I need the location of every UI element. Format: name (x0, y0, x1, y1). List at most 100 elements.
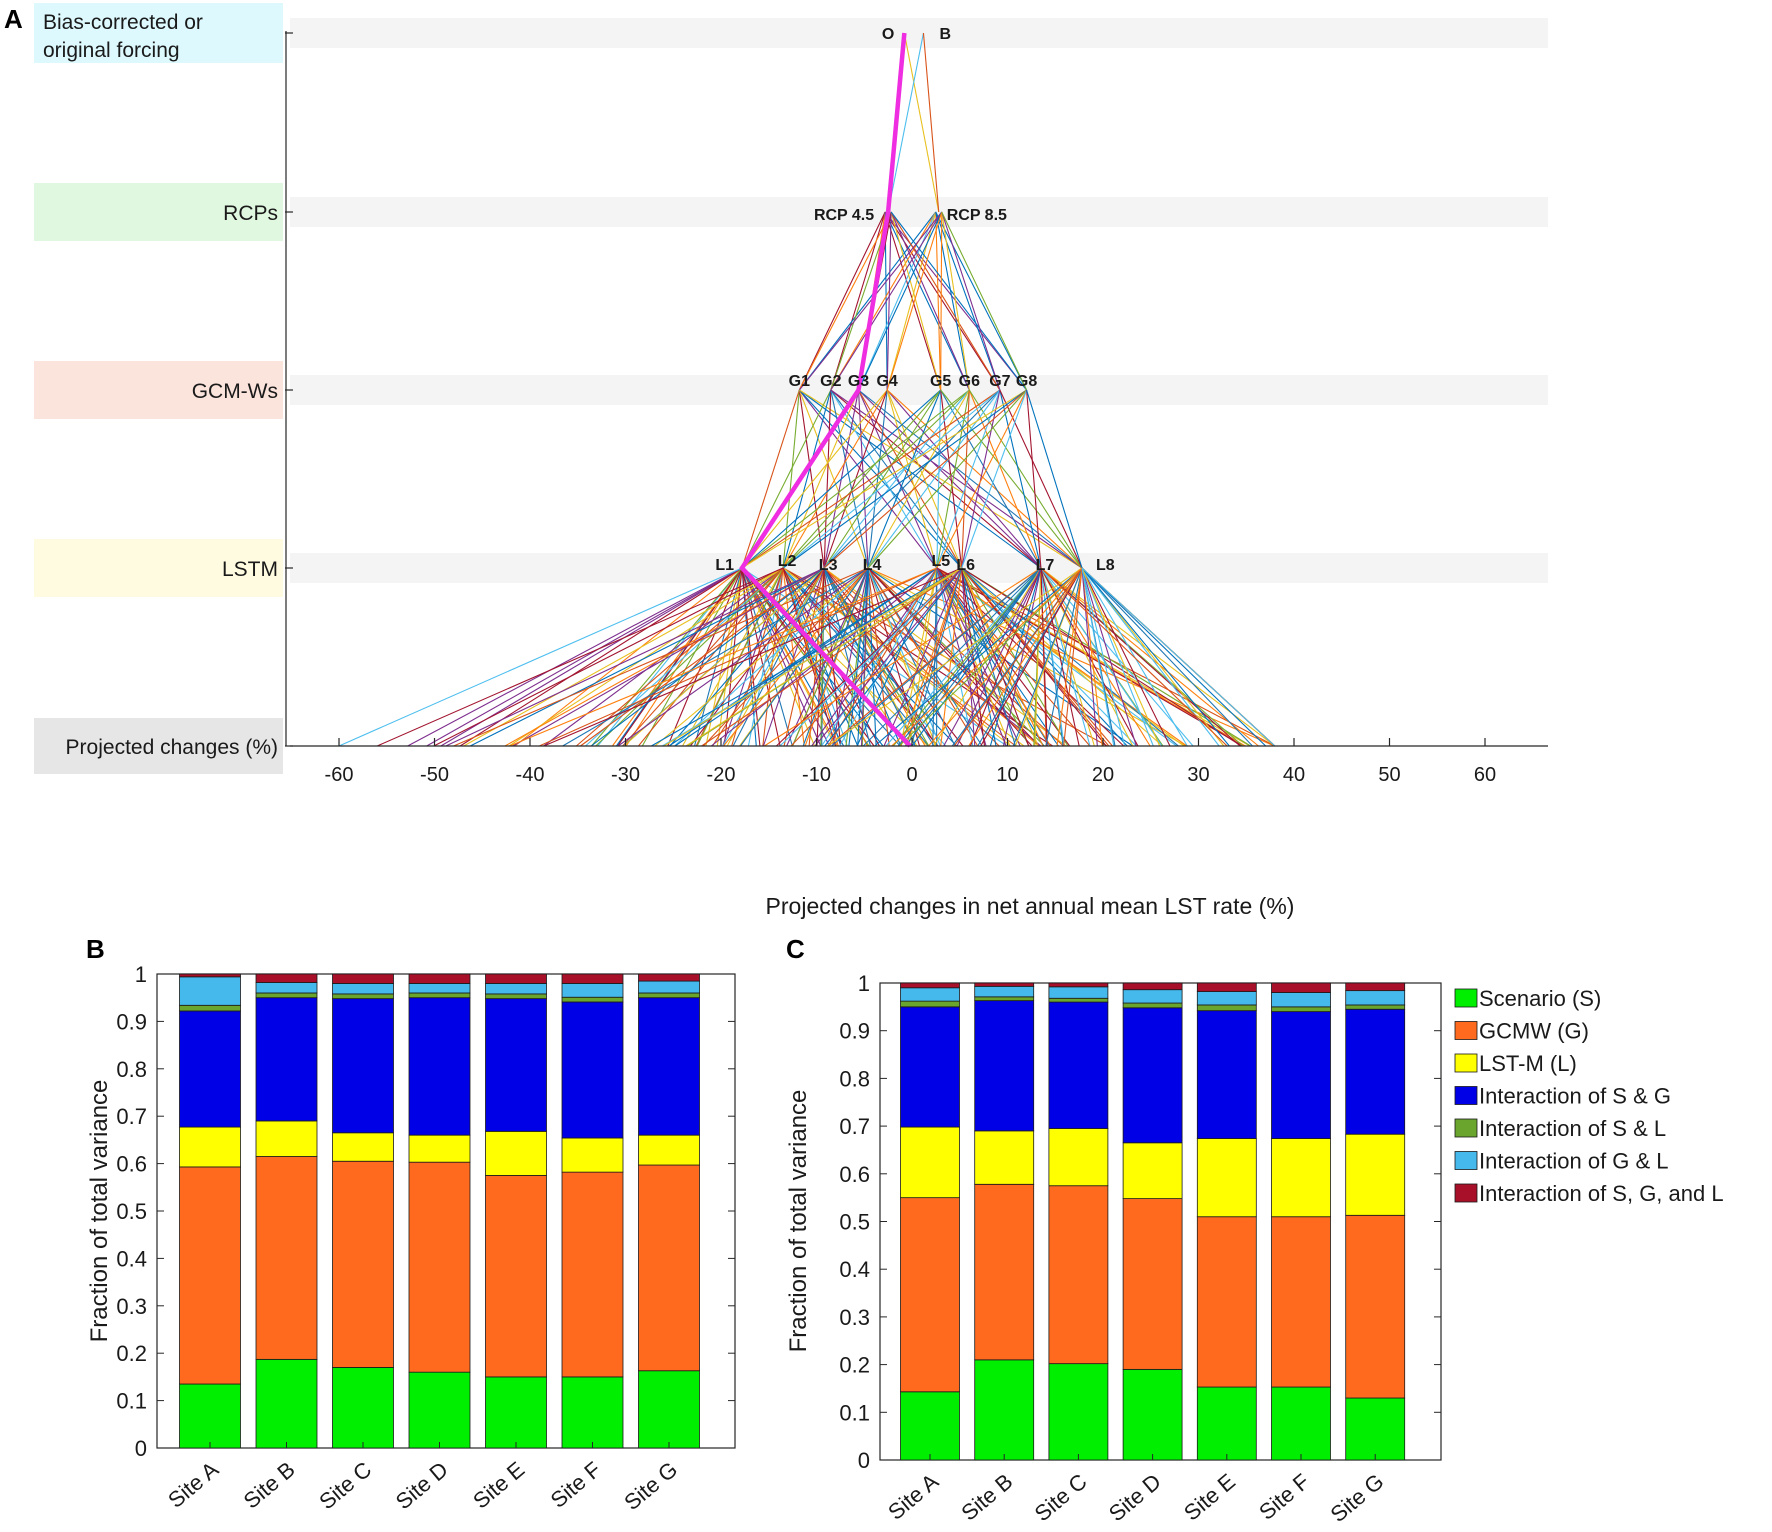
path-line (654, 567, 869, 747)
path-line (469, 567, 825, 747)
path-line (886, 211, 892, 391)
level-bands (290, 18, 1548, 583)
x-tick-label-b: Site B (239, 1457, 300, 1514)
bar-segment (1345, 1008, 1406, 1135)
bar-segment (1122, 989, 1183, 1004)
node-label-lstm: L7 (1036, 557, 1055, 574)
path-line (867, 567, 983, 747)
y-tick-label-b: 0.5 (116, 1199, 147, 1224)
bar-segment (1345, 1397, 1406, 1461)
y-tick-label-c: 0.5 (839, 1210, 870, 1235)
bar-segment (1122, 1142, 1183, 1200)
path-line (1026, 389, 1083, 569)
node-label-lstm: L5 (931, 553, 950, 570)
y-tick-label-b: 0 (135, 1436, 147, 1461)
panel-label-a: A (4, 4, 23, 34)
bar-segment (1345, 1004, 1406, 1010)
path-line (1081, 567, 1161, 747)
path-line (857, 389, 869, 569)
level-box (34, 718, 283, 774)
bar-segment (638, 1164, 700, 1372)
node-label-gcm: G7 (989, 373, 1010, 390)
bar-segment (408, 992, 471, 999)
legend-label: Interaction of S, G, and L (1479, 1181, 1724, 1206)
bar-segment (900, 1197, 960, 1393)
legend-swatch (1454, 988, 1478, 1008)
path-line (663, 567, 962, 747)
bar-segment (408, 997, 471, 1136)
legend-swatch (1454, 1151, 1478, 1170)
path-line (590, 567, 825, 747)
path-line (941, 211, 970, 391)
y-tick-label-b: 0.6 (116, 1152, 147, 1177)
bar-segment (1196, 1386, 1257, 1461)
path-line (886, 389, 963, 569)
path-line (922, 32, 940, 213)
bar-segment (1048, 1001, 1109, 1129)
path-line (722, 567, 825, 747)
path-line (823, 389, 970, 569)
path-line (1040, 567, 1151, 747)
path-line (928, 567, 1083, 747)
bar-segment (1122, 1368, 1183, 1461)
path-line (1040, 567, 1048, 747)
path-line (782, 567, 1053, 747)
path-line (1040, 567, 1194, 747)
path-line (858, 389, 963, 569)
path-line (723, 567, 869, 747)
path-line (941, 211, 1001, 391)
node-label-lstm: L3 (819, 557, 838, 574)
legend-swatch (1454, 1053, 1478, 1073)
y-axis-b: 0 0.1 0.2 0.3 0.4 0.5 0.6 0.7 0.8 0.9 1 (116, 962, 735, 1461)
path-line (740, 567, 869, 747)
y-axis-label-b: Fraction of total variance (86, 1080, 113, 1343)
path-line (980, 567, 1083, 747)
y-tick-label-b: 0.8 (116, 1057, 147, 1082)
bar-segment (561, 973, 624, 984)
path-line (823, 389, 1001, 569)
path-line (816, 567, 825, 747)
path-line (741, 389, 970, 569)
bar-segment (561, 1137, 624, 1173)
bar-segment (638, 1134, 700, 1166)
path-line (463, 567, 784, 747)
path-line (338, 567, 743, 747)
path-line (782, 389, 860, 569)
bar-segment (485, 993, 547, 1000)
bar-segment (974, 1183, 1035, 1361)
y-axis-label-c: Fraction of total variance (785, 1090, 812, 1353)
path-line (514, 567, 743, 747)
node-label-lstm: L4 (863, 557, 882, 574)
path-line (867, 389, 1001, 569)
bar-segment (179, 1383, 241, 1449)
path-line (1040, 567, 1091, 747)
path-line (741, 389, 832, 569)
bar-segment (1271, 1216, 1331, 1388)
path-line (808, 567, 825, 747)
path-line (940, 567, 963, 747)
path-line (862, 567, 1042, 747)
path-line (782, 389, 888, 569)
legend-swatch (1454, 1183, 1478, 1203)
path-line (961, 567, 1069, 747)
level-band (290, 18, 1548, 48)
node-label-rcp: RCP 8.5 (947, 207, 1007, 224)
bar-segment (332, 998, 394, 1134)
y-tick-label-b: 0.1 (116, 1389, 147, 1414)
path-line (874, 567, 1083, 747)
path-line (884, 211, 942, 391)
path-line (1081, 567, 1103, 747)
x-tick-label-c: Site D (1104, 1469, 1166, 1527)
bar-segment (1345, 990, 1406, 1006)
x-tick-label-a: 0 (906, 764, 917, 786)
y-axis-c: 0 0.1 0.2 0.3 0.4 0.5 0.6 0.7 0.8 0.9 1 (839, 971, 1441, 1473)
bar-segment (1271, 992, 1331, 1008)
bar-segment (900, 1391, 960, 1461)
x-tick-label-b: Site E (468, 1457, 529, 1514)
path-line (903, 32, 940, 213)
path-line (1081, 567, 1098, 747)
x-tick-label-a: -40 (516, 764, 545, 786)
y-tick-label-c: 0.4 (839, 1257, 870, 1282)
panel-label-c: C (786, 934, 805, 964)
y-tick-label-b: 0.7 (116, 1104, 147, 1129)
